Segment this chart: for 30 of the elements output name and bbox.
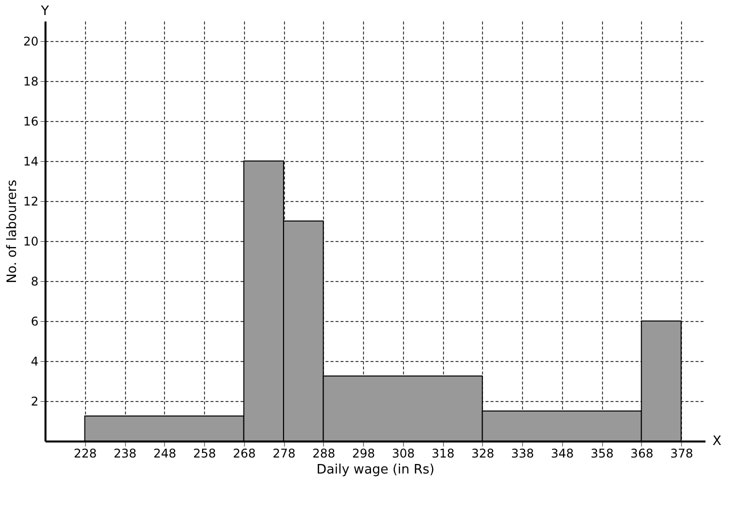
y-tick-label: 18 [23, 74, 38, 88]
x-tick-label: 288 [312, 446, 336, 460]
x-tick-label: 258 [193, 446, 216, 460]
y-tick-label: 20 [23, 34, 38, 48]
y-tick-label: 2 [30, 394, 38, 408]
x-tick-label: 228 [74, 446, 97, 460]
x-tick-label: 298 [352, 446, 376, 460]
y-tick-label: 16 [23, 114, 38, 128]
y-tick-label: 12 [23, 194, 38, 208]
x-tick-label: 308 [392, 446, 415, 460]
x-tick-label: 268 [232, 446, 256, 460]
x-tick-label: 358 [590, 446, 614, 460]
x-tick-label: 278 [272, 446, 296, 460]
y-tick-label: 10 [23, 234, 38, 248]
y-tick-label: 14 [23, 154, 38, 168]
x-tick-label: 248 [153, 446, 176, 460]
y-tick-label: 4 [30, 354, 38, 368]
y-tick-label: 6 [30, 314, 38, 328]
x-tick-label: 368 [630, 446, 654, 460]
x-tick-label: 378 [670, 446, 694, 460]
text: Y [40, 4, 50, 19]
x-tick-label: 338 [511, 446, 534, 460]
x-tick-label: 348 [550, 446, 574, 460]
x-tick-label: 328 [471, 446, 494, 460]
x-tick-label: 318 [432, 446, 455, 460]
y-axis-title: No. of labourers [5, 179, 20, 284]
x-tick-label: 238 [114, 446, 136, 460]
text: X [712, 434, 722, 449]
y-tick-label: 8 [30, 274, 38, 288]
x-axis-title: Daily wage (in Rs) [316, 462, 434, 478]
